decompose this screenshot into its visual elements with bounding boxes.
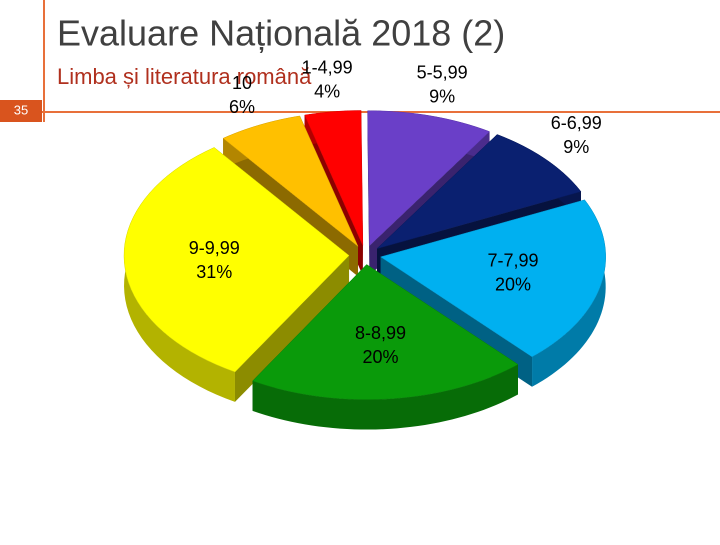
category-label: 1-4,99 [302, 57, 353, 77]
category-label: 5-5,99 [417, 62, 468, 82]
slice-wall [234, 255, 350, 402]
pie-slice [252, 264, 519, 400]
category-label: 9-9,99 [189, 238, 240, 258]
value-label: 6% [229, 97, 255, 117]
slice-side [532, 199, 606, 387]
category-label: 7-7,99 [488, 251, 539, 271]
value-label: 4% [314, 81, 340, 101]
pie-slice [380, 199, 606, 358]
pie-slice [123, 147, 350, 373]
value-label: 31% [196, 262, 232, 282]
value-label: 9% [429, 86, 455, 106]
pie-slice [367, 110, 490, 247]
pie-slice [376, 134, 582, 249]
pie-chart [123, 110, 606, 430]
pie-labels: 1-4,99 4% 5-5,99 9% 6-6,99 9% 7-7,99 20% 8-8,99 2… [189, 57, 602, 366]
value-label: 20% [363, 347, 399, 367]
value-label: 20% [495, 275, 531, 295]
pie-slice [304, 110, 364, 246]
value-label: 9% [563, 137, 589, 157]
slide-number: 35 [14, 102, 28, 117]
slide-title: Evaluare Națională 2018 (2) [57, 13, 505, 54]
pie-slice [222, 115, 359, 247]
slide-subtitle: Limba și literatura română [57, 64, 312, 89]
category-label: 8-8,99 [355, 323, 406, 343]
slide-number-box [0, 100, 42, 122]
category-label: 10 [232, 73, 252, 93]
category-label: 6-6,99 [551, 113, 602, 133]
slice-side [252, 364, 518, 430]
